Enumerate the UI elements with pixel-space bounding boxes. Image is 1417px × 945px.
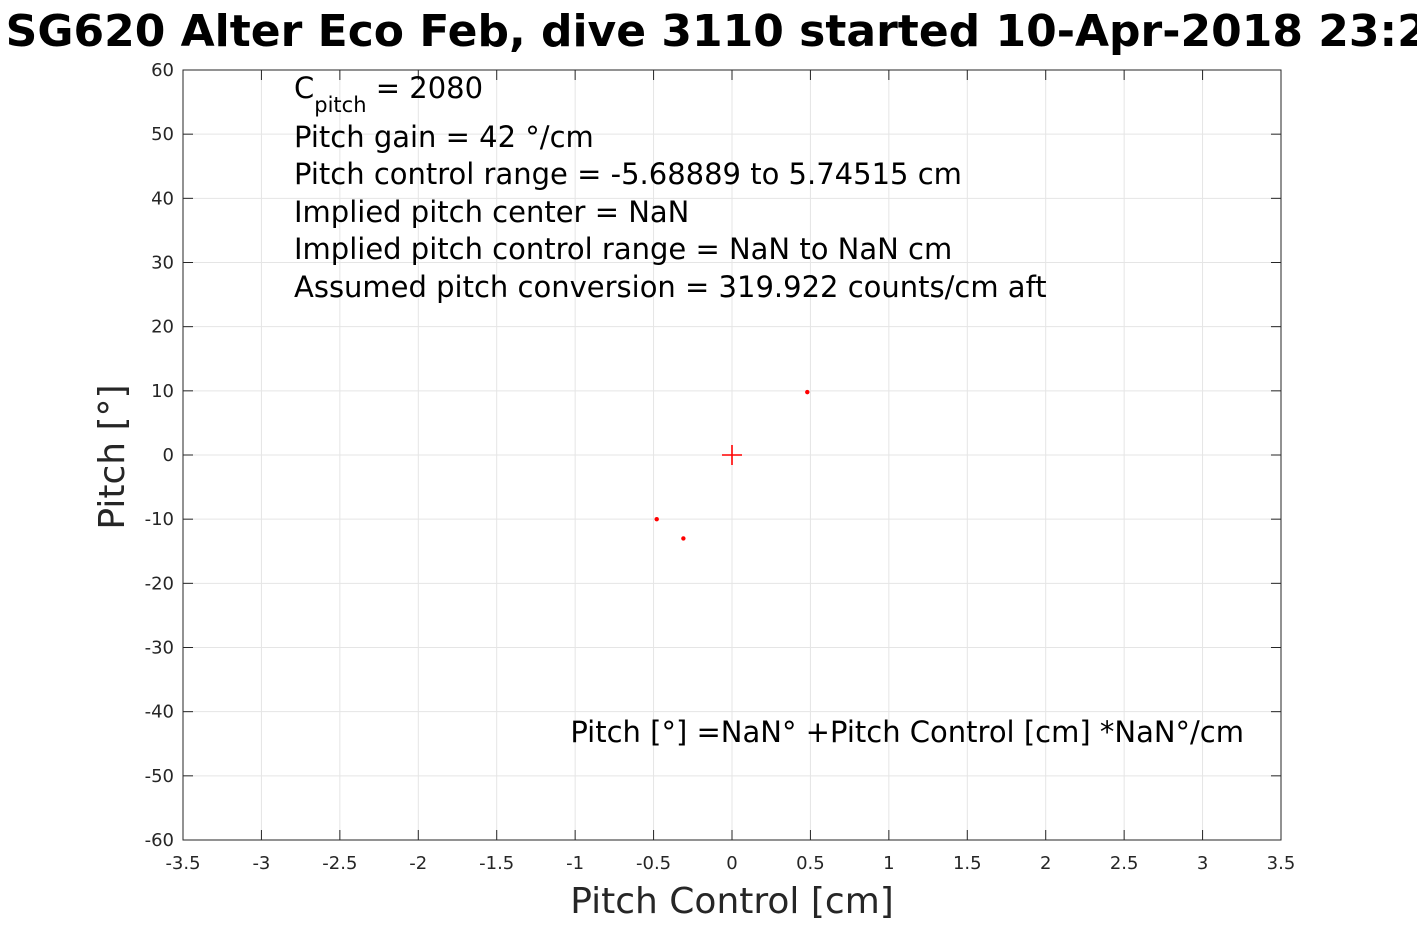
y-tick-label: -20	[145, 573, 174, 594]
annotation-assumed-pitch-conversion: Assumed pitch conversion = 319.922 count…	[294, 270, 1047, 304]
y-tick-label: 30	[151, 253, 174, 274]
data-point-plus	[722, 445, 742, 465]
annotation-implied-pitch-center: Implied pitch center = NaN	[294, 195, 689, 229]
y-tick-label: -40	[145, 702, 174, 723]
data-point	[681, 536, 686, 541]
y-tick-labels: -60 -50 -40 -30 -20 -10 0 10 20 30 40 50 60	[145, 60, 174, 851]
y-tick-label: 10	[151, 381, 174, 402]
x-tick-label: -1	[566, 853, 584, 874]
x-tick-label: 2	[1040, 853, 1051, 874]
y-tick-label: 60	[151, 60, 174, 81]
data-marks	[654, 389, 810, 541]
chart-title: SG620 Alter Eco Feb, dive 3110 started 1…	[6, 6, 1417, 57]
data-point	[805, 389, 810, 395]
x-tick-label: 0.5	[796, 853, 825, 874]
x-tick-label: -2	[409, 853, 427, 874]
x-tick-label: 3	[1197, 853, 1208, 874]
annotation-implied-pitch-control-range: Implied pitch control range = NaN to NaN…	[294, 232, 952, 266]
tick-marks	[182, 69, 1282, 841]
x-tick-label: -3.5	[165, 853, 200, 874]
annotation-pitch-gain: Pitch gain = 42 °/cm	[294, 120, 594, 154]
annotation-equation: Pitch [°] =NaN° +Pitch Control [cm] *NaN…	[570, 715, 1244, 749]
cpitch-base: C	[294, 71, 314, 105]
data-point	[654, 516, 659, 522]
y-axis-label: Pitch [°]	[92, 384, 133, 529]
x-tick-labels: -3.5 -3 -2.5 -2 -1.5 -1 -0.5 0 0.5 1 1.5 2 2.5 3 3.5	[165, 853, 1295, 874]
annotation-pitch-control-range: Pitch control range = -5.68889 to 5.7451…	[294, 157, 962, 191]
x-tick-label: -3	[252, 853, 270, 874]
x-tick-label: 0	[726, 853, 737, 874]
x-tick-label: -0.5	[636, 853, 671, 874]
annotation-cpitch: Cpitch = 2080	[294, 71, 483, 117]
x-tick-label: 2.5	[1110, 853, 1139, 874]
x-tick-label: -2.5	[322, 853, 357, 874]
x-tick-label: 1.5	[953, 853, 982, 874]
y-tick-label: 40	[151, 188, 174, 209]
x-axis-label: Pitch Control [cm]	[570, 881, 894, 922]
cpitch-subscript: pitch	[314, 93, 366, 117]
cpitch-value: = 2080	[367, 71, 484, 105]
y-tick-label: 20	[151, 317, 174, 338]
y-tick-label: -50	[145, 766, 174, 787]
x-tick-label: -1.5	[479, 853, 514, 874]
y-tick-label: 0	[163, 445, 174, 466]
y-tick-label: -30	[145, 638, 174, 659]
y-tick-label: 50	[151, 124, 174, 145]
x-tick-label: 1	[883, 853, 894, 874]
x-tick-label: 3.5	[1267, 853, 1296, 874]
y-tick-label: -60	[145, 830, 174, 851]
y-tick-label: -10	[145, 509, 174, 530]
grid-lines	[182, 69, 1282, 841]
annotation-block: Cpitch = 2080 Pitch gain = 42 °/cm Pitch…	[294, 71, 1047, 304]
